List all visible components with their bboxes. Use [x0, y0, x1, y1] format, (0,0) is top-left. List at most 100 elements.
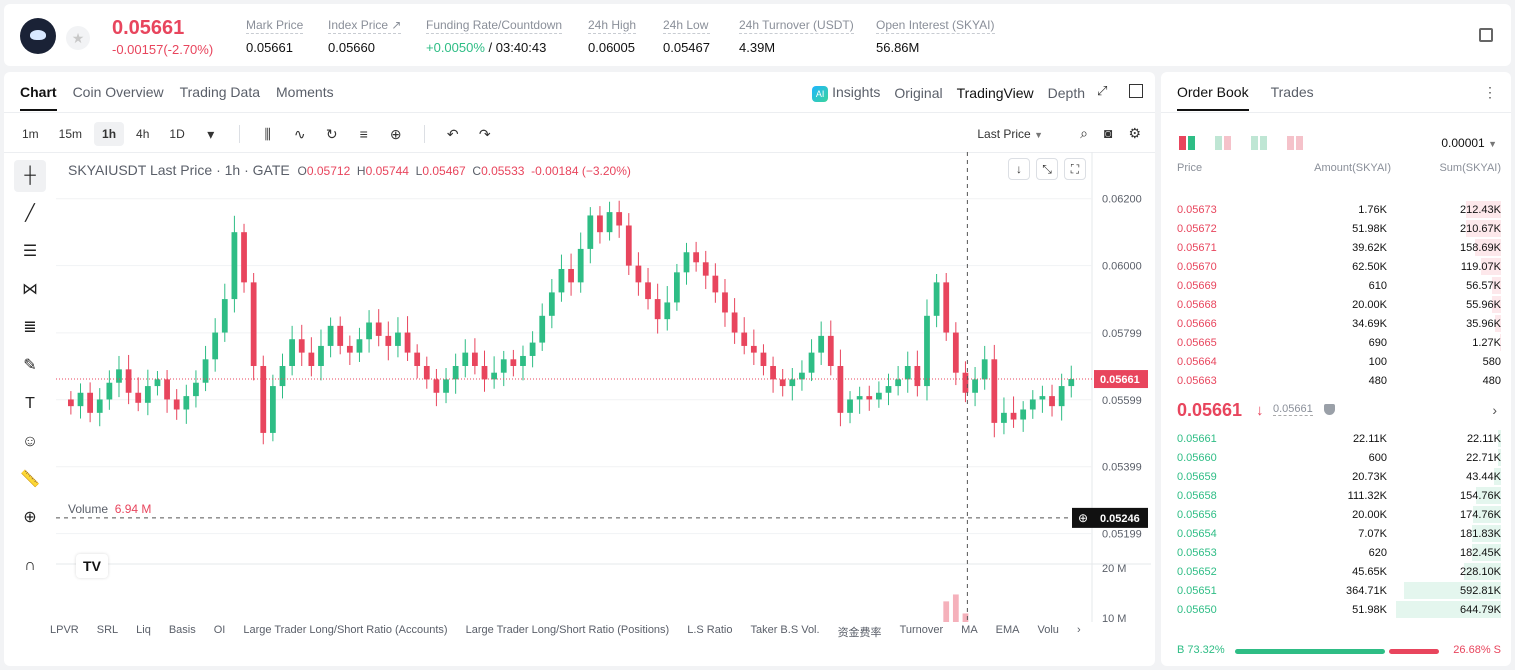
timeframe-4h[interactable]: 4h	[136, 127, 150, 141]
pattern-icon[interactable]: ⋈	[22, 281, 38, 298]
crosshair-icon[interactable]: ┼	[14, 160, 46, 192]
candlestick-chart[interactable]: 0.06200 0.06000 0.05799 0.05599 0.05399 0.051…	[56, 152, 1151, 622]
ask-row[interactable]: 0.05666 34.69K 35.96K	[1161, 314, 1511, 333]
bid-row[interactable]: 0.05660 600 22.71K	[1161, 448, 1511, 467]
candle-body	[722, 292, 728, 313]
tab-original[interactable]: Original	[894, 85, 943, 101]
indicator-ema[interactable]: EMA	[995, 624, 1020, 636]
collapse-icon[interactable]: ⤡	[1036, 158, 1058, 180]
candle-body	[962, 372, 969, 393]
indicator-turnover[interactable]: Turnover	[899, 624, 944, 636]
indicator-ma[interactable]: MA	[961, 624, 978, 636]
text-icon[interactable]: T	[25, 395, 35, 412]
template-icon[interactable]: ≡	[359, 126, 368, 142]
ask-row[interactable]: 0.05665 690 1.27K	[1161, 333, 1511, 352]
expand-icon[interactable]: ⤢	[1097, 83, 1108, 98]
tab-chart[interactable]: Chart	[20, 84, 57, 111]
indicator-oi[interactable]: OI	[213, 624, 226, 636]
ohlc-low: 0.05467	[422, 164, 466, 178]
camera-icon[interactable]: ◙	[1103, 125, 1113, 141]
candle-body	[1010, 412, 1017, 420]
bid-row[interactable]: 0.05656 20.00K 174.76K	[1161, 505, 1511, 524]
bid-row[interactable]: 0.05661 22.11K 22.11K	[1161, 429, 1511, 448]
tab-moments[interactable]: Moments	[276, 84, 334, 100]
ask-row[interactable]: 0.05664 100 580	[1161, 352, 1511, 371]
indicator-basis[interactable]: Basis	[168, 624, 196, 636]
caret-down-icon[interactable]: ▾	[207, 125, 215, 142]
indicator-volume[interactable]: Volu	[1037, 624, 1059, 636]
bid-row[interactable]: 0.05658 111.32K 154.76K	[1161, 486, 1511, 505]
favorite-star-icon[interactable]: ★	[66, 26, 90, 50]
ask-row[interactable]: 0.05673 1.76K 212.43K	[1161, 200, 1511, 219]
indicator-srl[interactable]: SRL	[96, 624, 119, 636]
search-icon[interactable]: ⌕	[1080, 125, 1088, 141]
fullscreen-icon[interactable]: ⛶	[1064, 158, 1086, 180]
chevron-right-icon[interactable]: ›	[1076, 624, 1081, 636]
tab-coin-overview[interactable]: Coin Overview	[72, 84, 164, 100]
price-type-select[interactable]: Last Price ▼	[977, 127, 1043, 141]
gear-icon[interactable]: ⚙	[1128, 125, 1141, 141]
trend-line-icon[interactable]: ╱	[25, 205, 35, 222]
more-icon[interactable]: ⋮	[1483, 84, 1497, 100]
layout-both-icon[interactable]	[1179, 136, 1195, 150]
chevron-right-icon[interactable]: ›	[1492, 402, 1497, 418]
timeframe-1m[interactable]: 1m	[22, 127, 39, 141]
ask-row[interactable]: 0.05672 51.98K 210.67K	[1161, 219, 1511, 238]
indicator-ls-positions[interactable]: Large Trader Long/Short Ratio (Positions…	[465, 624, 670, 636]
bid-sum: 154.76K	[1460, 490, 1501, 502]
tab-depth[interactable]: Depth	[1047, 85, 1085, 101]
undo-icon[interactable]: ↶	[446, 125, 459, 142]
ask-row[interactable]: 0.05670 62.50K 119.07K	[1161, 257, 1511, 276]
bid-row[interactable]: 0.05651 364.71K 592.81K	[1161, 581, 1511, 600]
stat-index-price[interactable]: Index Price ↗ 0.05660	[328, 18, 402, 55]
ruler-icon[interactable]: 📏	[20, 471, 40, 488]
brush-icon[interactable]: ✎	[23, 357, 37, 374]
candle-body	[260, 366, 267, 433]
zoom-in-icon[interactable]: ⊕	[23, 509, 37, 526]
layout-both-alt-icon[interactable]	[1215, 136, 1231, 150]
timeframe-1d[interactable]: 1D	[169, 127, 185, 141]
precision-select[interactable]: 0.00001 ▼	[1441, 136, 1497, 150]
indicator-ls-ratio[interactable]: L.S Ratio	[687, 624, 733, 636]
indicators-icon[interactable]: ∿	[293, 125, 306, 142]
emoji-icon[interactable]: ☺	[21, 433, 39, 450]
tab-insights[interactable]: AI Insights	[812, 84, 880, 102]
indicator-ls-accounts[interactable]: Large Trader Long/Short Ratio (Accounts)	[243, 624, 448, 636]
ask-row[interactable]: 0.05668 20.00K 55.96K	[1161, 295, 1511, 314]
timeframe-1h[interactable]: 1h	[94, 122, 125, 146]
candles-icon[interactable]: ⫼	[264, 125, 271, 142]
bid-row[interactable]: 0.05652 45.65K 228.10K	[1161, 562, 1511, 581]
indicator-taker-vol[interactable]: Taker B.S Vol.	[750, 624, 820, 636]
stat-mark-price[interactable]: Mark Price 0.05661	[246, 18, 304, 55]
tab-order-book[interactable]: Order Book	[1177, 84, 1249, 111]
layout-asks-icon[interactable]	[1287, 136, 1303, 150]
bid-row[interactable]: 0.05659 20.73K 43.44K	[1161, 467, 1511, 486]
book-icon[interactable]	[1479, 28, 1493, 42]
tab-trading-data[interactable]: Trading Data	[179, 84, 261, 100]
tab-tradingview[interactable]: TradingView	[956, 85, 1034, 101]
indicator-liq[interactable]: Liq	[136, 624, 151, 636]
bid-row[interactable]: 0.05653 620 182.45K	[1161, 543, 1511, 562]
candle-body	[87, 392, 94, 413]
magnet-icon[interactable]: ∩	[24, 557, 36, 574]
bid-row[interactable]: 0.05650 51.98K 644.79K	[1161, 600, 1511, 619]
ask-row[interactable]: 0.05671 39.62K 158.69K	[1161, 238, 1511, 257]
candle-body	[1029, 399, 1036, 410]
redo-icon[interactable]: ↷	[478, 125, 491, 142]
ask-row[interactable]: 0.05669 610 56.57K	[1161, 276, 1511, 295]
layout-bids-icon[interactable]	[1251, 136, 1267, 150]
window-icon[interactable]	[1129, 84, 1143, 98]
arrow-down-icon[interactable]: ↓	[1008, 158, 1030, 180]
timeframe-15m[interactable]: 15m	[58, 127, 83, 141]
bid-row[interactable]: 0.05654 7.07K 181.83K	[1161, 524, 1511, 543]
tab-trades[interactable]: Trades	[1270, 84, 1314, 100]
add-indicator-icon[interactable]: ⊕	[389, 125, 402, 142]
volume-value: 6.94 M	[114, 502, 152, 516]
indicator-lpvr[interactable]: LPVR	[50, 624, 79, 636]
replay-icon[interactable]: ↻	[325, 125, 338, 142]
horizontal-lines-icon[interactable]: ☰	[22, 243, 38, 260]
stat-funding-rate[interactable]: Funding Rate/Countdown +0.0050% / 03:40:…	[426, 18, 563, 55]
fib-icon[interactable]: ≣	[23, 319, 37, 336]
ask-row[interactable]: 0.05663 480 480	[1161, 371, 1511, 390]
indicator-funding-rate[interactable]: 资金费率	[837, 627, 882, 639]
